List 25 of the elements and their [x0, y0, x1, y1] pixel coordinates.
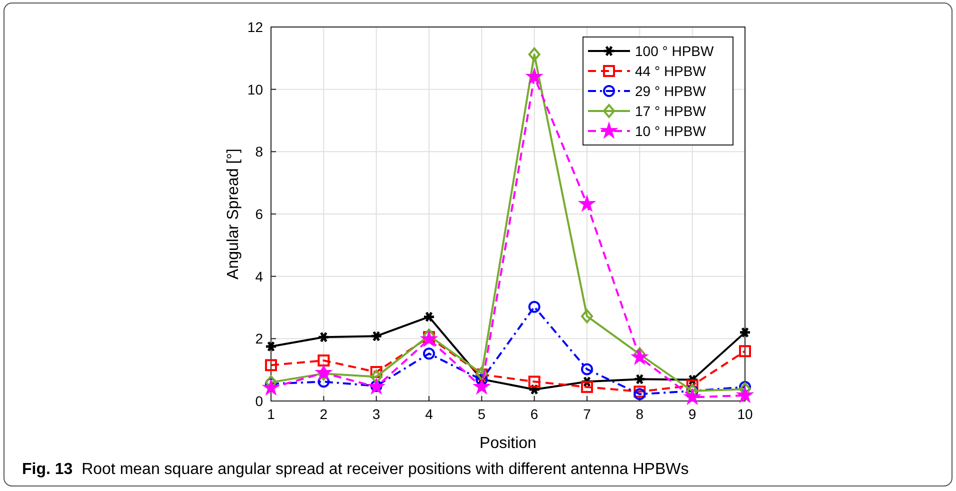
y-tick-label: 0 [255, 393, 264, 409]
x-tick-label: 6 [530, 406, 538, 422]
x-axis-title: Position [480, 435, 536, 452]
y-tick-label: 8 [255, 144, 264, 160]
legend-label: 17 ° HPBW [635, 103, 707, 119]
x-tick-label: 2 [320, 406, 328, 422]
y-tick-label: 6 [255, 206, 264, 222]
y-tick-label: 2 [255, 330, 264, 347]
y-tick-label: 10 [247, 81, 264, 98]
y-tick-label: 12 [247, 19, 264, 35]
x-tick-label: 7 [583, 406, 592, 422]
legend-label: 44 ° HPBW [635, 63, 707, 79]
x-tick-label: 10 [737, 406, 753, 422]
legend-label: 29 ° HPBW [635, 83, 707, 99]
y-axis-title: Angular Spread [°] [225, 148, 242, 280]
legend-label: 100 ° HPBW [635, 43, 715, 59]
caption: Fig. 13 Root mean square angular spread at receiver positions with different antenna HPBWs [22, 461, 689, 478]
x-tick-label: 8 [636, 406, 644, 422]
x-tick-label: 5 [478, 406, 486, 422]
x-tick-label: 3 [372, 406, 380, 422]
x-tick-label: 9 [688, 406, 696, 422]
y-tick-label: 4 [255, 268, 264, 284]
legend-label: 10 ° HPBW [635, 123, 707, 139]
x-tick-label: 1 [267, 406, 276, 422]
x-tick-label: 4 [425, 406, 434, 422]
